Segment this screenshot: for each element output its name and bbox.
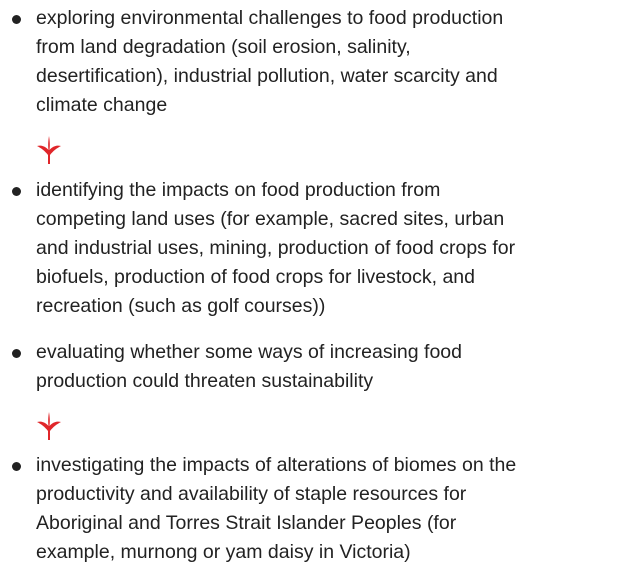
- item-text: Aboriginal and Torres Strait Islander Pe…: [36, 512, 457, 534]
- item-text: desertification), industrial pollution, …: [36, 65, 498, 87]
- bullet: [12, 187, 21, 196]
- list-item: identifying the impacts on food producti…: [12, 176, 516, 321]
- item-text: example, murnong or yam daisy in Victori…: [36, 541, 411, 563]
- item-text: biofuels, production of food crops for l…: [36, 266, 475, 288]
- bullet: [12, 349, 21, 358]
- item-text: productivity and availability of staple …: [36, 483, 467, 505]
- item-text: exploring environmental challenges to fo…: [36, 7, 504, 29]
- item-text: and industrial uses, mining, production …: [36, 237, 516, 259]
- list-item: exploring environmental challenges to fo…: [12, 4, 504, 120]
- icon: [37, 136, 61, 164]
- item-text: evaluating whether some ways of increasi…: [36, 341, 462, 363]
- bullet: [12, 15, 21, 24]
- list-item: investigating the impacts of alterations…: [12, 451, 517, 567]
- bullet: [12, 462, 21, 471]
- icon: [37, 412, 61, 440]
- item-text: competing land uses (for example, sacred…: [36, 208, 505, 230]
- item-text: climate change: [36, 94, 168, 116]
- item-text: investigating the impacts of alterations…: [36, 454, 517, 476]
- item-text: from land degradation (soil erosion, sal…: [36, 36, 411, 58]
- item-text: recreation (such as golf courses)): [36, 295, 326, 317]
- item-text: identifying the impacts on food producti…: [36, 179, 441, 201]
- list-item: evaluating whether some ways of increasi…: [12, 338, 462, 396]
- item-text: production could threaten sustainability: [36, 370, 374, 392]
